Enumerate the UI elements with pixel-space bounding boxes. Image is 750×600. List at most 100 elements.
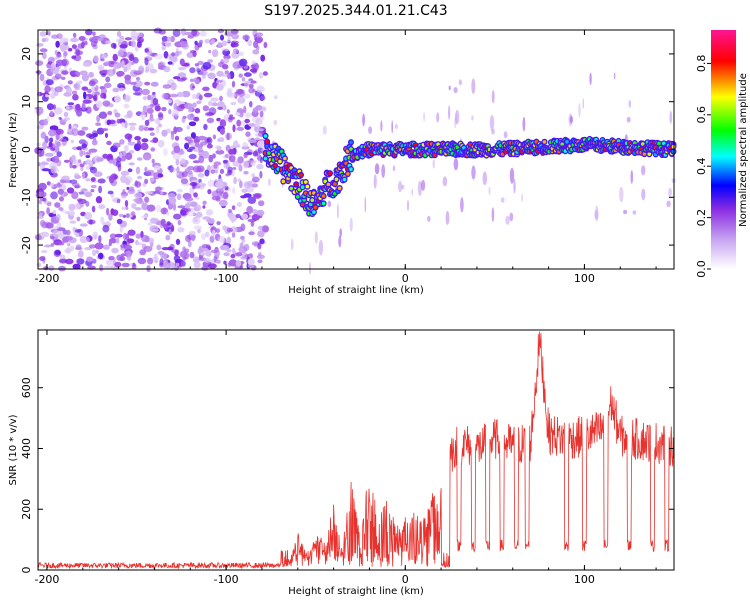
spectrogram-noise-cell xyxy=(161,247,170,251)
colorbar-gradient xyxy=(711,30,736,269)
spectrogram-noise-cell xyxy=(175,158,180,166)
spectrogram-noise-cell xyxy=(75,244,82,250)
spectrogram-noise-cell xyxy=(202,205,206,209)
spectrogram-noise-cell xyxy=(179,251,187,258)
spectrogram-noise-cell xyxy=(236,202,243,207)
spectrogram-noise-cell xyxy=(155,105,162,112)
x-tick-label: -200 xyxy=(34,272,59,285)
spectrogram-noise-cell xyxy=(172,109,179,117)
spectrogram-streak-cell xyxy=(513,178,516,194)
spectrogram-noise-cell xyxy=(45,222,54,229)
spectrogram-noise-cell xyxy=(147,118,155,122)
spectrogram-streak-cell xyxy=(421,179,426,191)
spectrogram-noise-cell xyxy=(229,214,238,222)
spectrogram-noise-cell xyxy=(227,36,231,43)
spectrogram-noise-cell xyxy=(74,175,82,179)
spectrogram-noise-cell xyxy=(82,150,86,156)
spectrogram-noise-cell xyxy=(56,53,62,58)
spectrogram-noise-cell xyxy=(252,49,260,55)
spectrogram-noise-cell xyxy=(104,40,112,45)
spectrogram-streak-cell xyxy=(666,200,671,208)
spectrogram-noise-cell xyxy=(65,105,70,110)
spectrogram-noise-cell xyxy=(230,254,236,259)
spectrogram-noise-cell xyxy=(54,49,58,56)
spectrogram-noise-cell xyxy=(195,79,200,85)
spectrogram-noise-cell xyxy=(194,40,198,46)
spectrogram-noise-cell xyxy=(152,137,159,144)
spectrogram-noise-cell xyxy=(60,76,66,81)
spectrogram-noise-cell xyxy=(181,171,188,178)
spectrogram-noise-cell xyxy=(131,203,137,209)
spectrogram-noise-cell xyxy=(216,145,222,152)
spectrogram-noise-cell xyxy=(72,94,79,101)
spectrogram-noise-cell xyxy=(94,91,101,96)
spectrogram-noise-cell xyxy=(121,262,130,268)
snr-frame xyxy=(37,329,675,571)
spectrogram-streak-cell xyxy=(668,187,672,197)
spectrogram-noise-cell xyxy=(242,160,250,169)
spectrogram-noise-cell xyxy=(68,123,72,130)
spectrogram-noise-cell xyxy=(180,178,189,185)
spectrogram-noise-cell xyxy=(235,260,242,267)
spectrogram-noise-cell xyxy=(50,236,55,240)
spectrogram-noise-cell xyxy=(85,154,91,159)
x-tick-label: 100 xyxy=(574,272,595,285)
spectrogram-noise-cell xyxy=(70,73,77,78)
spectrogram-noise-cell xyxy=(49,125,59,131)
spectrogram-noise-cell xyxy=(101,53,107,59)
spectrogram-noise-cell xyxy=(128,54,135,61)
spectrogram-noise-cell xyxy=(108,159,115,164)
spectrogram-noise-cell xyxy=(184,197,194,202)
spectrogram-noise-cell xyxy=(257,225,264,231)
spectrogram-noise-cell xyxy=(134,70,144,74)
spectrogram-noise-cell xyxy=(72,263,81,270)
spectrogram-noise-cell xyxy=(98,34,106,39)
spectrogram-noise-cell xyxy=(153,172,161,180)
spectrogram-noise-cell xyxy=(198,94,203,101)
spectrogram-noise-cell xyxy=(170,225,175,232)
spectrogram-noise-cell xyxy=(189,182,198,187)
spectrogram-noise-cell xyxy=(121,122,125,127)
spectrogram-noise-cell xyxy=(194,142,200,148)
spectrogram-noise-cell xyxy=(142,152,152,161)
spectrogram-noise-cell xyxy=(124,74,132,81)
spectrogram-noise-cell xyxy=(163,223,169,230)
spectrogram-noise-cell xyxy=(69,210,76,216)
spectrogram-noise-cell xyxy=(134,80,143,88)
spectrogram-noise-cell xyxy=(106,69,115,77)
spectrogram-noise-cell xyxy=(71,90,78,96)
spectrogram-noise-cell xyxy=(120,175,128,184)
spectrogram-noise-cell xyxy=(136,242,144,246)
spectrogram-signal-cell xyxy=(278,159,282,164)
spectrogram-noise-cell xyxy=(193,192,198,198)
spectrogram-noise-cell xyxy=(146,169,155,177)
spectrogram-noise-cell xyxy=(260,95,266,101)
spectrogram-noise-cell xyxy=(170,35,176,43)
spectrogram-noise-cell xyxy=(108,176,115,184)
spectrogram-noise-cell xyxy=(134,192,143,199)
spectrogram-noise-cell xyxy=(210,38,216,44)
spectrogram-noise-cell xyxy=(52,209,57,215)
spectrogram-streak-cell xyxy=(619,186,624,203)
spectrogram-noise-cell xyxy=(72,226,76,232)
spectrogram-noise-cell xyxy=(211,49,219,58)
spectrogram-noise-cell xyxy=(238,164,243,172)
spectrogram-noise-cell xyxy=(168,165,174,173)
spectrogram-noise-cell xyxy=(222,50,226,56)
spectrogram-noise-cell xyxy=(75,232,80,237)
spectrogram-noise-cell xyxy=(217,28,225,34)
spectrogram-streak-cell xyxy=(582,98,585,110)
spectrogram-noise-cell xyxy=(249,101,253,108)
spectrogram-noise-cell xyxy=(95,250,99,254)
spectrogram-noise-cell xyxy=(50,62,57,68)
spectrogram-noise-cell xyxy=(176,91,184,98)
spectrogram-streak-cell xyxy=(381,164,386,178)
spectrogram-noise-cell xyxy=(173,213,182,220)
spectrogram-noise-cell xyxy=(86,133,93,138)
spectrogram-noise-cell xyxy=(248,160,257,164)
spectrogram-noise-cell xyxy=(244,112,253,118)
y-tick-label: 0 xyxy=(20,146,33,153)
spectrogram-noise-cell xyxy=(188,121,197,127)
spectrogram-streak-cell xyxy=(327,200,332,208)
spectrogram-noise-cell xyxy=(128,162,135,166)
